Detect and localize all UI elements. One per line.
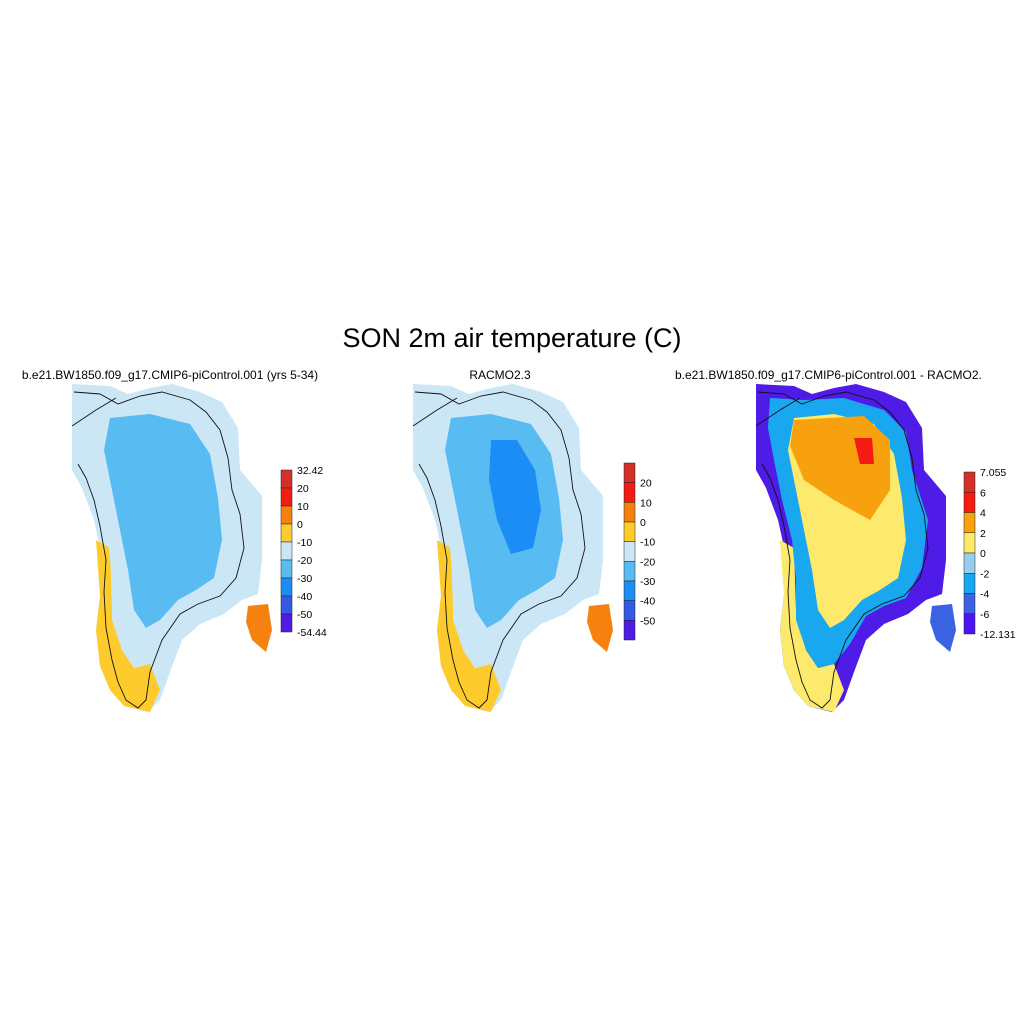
- colorbar-label: -12.131: [980, 629, 1016, 641]
- colorbar-swatch: [280, 613, 293, 633]
- colorbar-swatch: [280, 469, 293, 489]
- panel-title-model: b.e21.BW1850.f09_g17.CMIP6-piControl.001…: [21, 368, 319, 382]
- colorbar-label: -54.44: [297, 627, 327, 639]
- colorbar-label: -6: [980, 609, 989, 621]
- colorbar-swatch: [280, 541, 293, 561]
- colorbar-swatch: [963, 613, 976, 635]
- colorbar-swatch: [623, 580, 636, 601]
- colorbar-swatch: [623, 521, 636, 542]
- map-region-coast: [437, 540, 501, 712]
- colorbar-label: 20: [640, 478, 652, 490]
- colorbar-label: 10: [640, 497, 652, 509]
- map-region-coast: [780, 540, 844, 712]
- map-region-island: [587, 604, 613, 652]
- colorbar-label: 0: [980, 548, 986, 560]
- colorbar-swatch: [623, 561, 636, 582]
- colorbar-label: -10: [297, 537, 312, 549]
- map-region-island: [246, 604, 272, 652]
- colorbar-label: -40: [640, 596, 655, 608]
- colorbar-1: 20 10 0 -10 -20 -30 -40 -50: [623, 462, 655, 641]
- coastline: [414, 391, 586, 709]
- map-panel-2: [755, 384, 956, 712]
- colorbar-swatch: [623, 541, 636, 562]
- colorbar-label: -40: [297, 591, 312, 603]
- colorbar-swatch: [623, 620, 636, 641]
- colorbar-swatch: [623, 462, 636, 483]
- figure-title: SON 2m air temperature (C): [342, 323, 682, 353]
- colorbar-label: -10: [640, 537, 655, 549]
- colorbar-swatch: [963, 492, 976, 513]
- colorbar-label: -20: [640, 556, 655, 568]
- colorbar-label: 10: [297, 501, 309, 513]
- colorbar-swatch: [280, 523, 293, 543]
- colorbar-swatch: [280, 595, 293, 615]
- colorbar-swatch: [280, 505, 293, 525]
- colorbar-swatch: [963, 593, 976, 614]
- colorbar-label: 0: [640, 517, 646, 529]
- coastline-nw: [71, 397, 117, 427]
- colorbar-swatch: [963, 532, 976, 554]
- colorbar-swatch: [963, 573, 976, 594]
- coastline: [73, 391, 245, 709]
- colorbar-2: 7.055 6 4 2 0 -2 -4 -6 -12.131: [963, 467, 1016, 641]
- map-region-island: [930, 604, 956, 652]
- map-panel-1: [412, 384, 613, 712]
- colorbar-swatch: [623, 502, 636, 523]
- colorbar-swatch: [623, 482, 636, 503]
- colorbar-swatch: [280, 577, 293, 597]
- panel-title-racmo: RACMO2.3: [469, 368, 531, 382]
- colorbar-label: -2: [980, 568, 989, 580]
- map-region-coast: [96, 540, 160, 712]
- colorbar-label: 2: [980, 528, 986, 540]
- coastline-nw: [412, 397, 458, 427]
- colorbar-label: -30: [640, 576, 655, 588]
- panel-title-difference: b.e21.BW1850.f09_g17.CMIP6-piControl.001…: [675, 368, 982, 382]
- colorbar-label: 4: [980, 508, 986, 520]
- coastline-nw: [755, 397, 801, 427]
- colorbar-0: 32.42 20 10 0 -10 -20 -30 -40 -50 -54.44: [280, 465, 327, 639]
- map-region-ice-interior: [104, 414, 222, 628]
- colorbar-swatch: [963, 471, 976, 493]
- colorbar-swatch: [963, 512, 976, 533]
- colorbar-label: -20: [297, 555, 312, 567]
- colorbar-label: -50: [297, 609, 312, 621]
- colorbar-swatch: [623, 600, 636, 621]
- map-panel-0: [71, 384, 272, 712]
- colorbar-swatch: [280, 487, 293, 507]
- colorbar-label: -4: [980, 589, 989, 601]
- coastline: [757, 391, 929, 709]
- colorbar-label: 0: [297, 519, 303, 531]
- colorbar-label: -50: [640, 615, 655, 627]
- map-region-core: [489, 440, 541, 554]
- colorbar-swatch: [963, 552, 976, 574]
- map-region-hotspot: [854, 438, 874, 464]
- colorbar-label: 20: [297, 483, 309, 495]
- colorbar-label: 6: [980, 487, 986, 499]
- colorbar-label: 7.055: [980, 467, 1006, 479]
- colorbar-swatch: [280, 559, 293, 579]
- colorbar-label: -30: [297, 573, 312, 585]
- colorbar-label: 32.42: [297, 465, 323, 477]
